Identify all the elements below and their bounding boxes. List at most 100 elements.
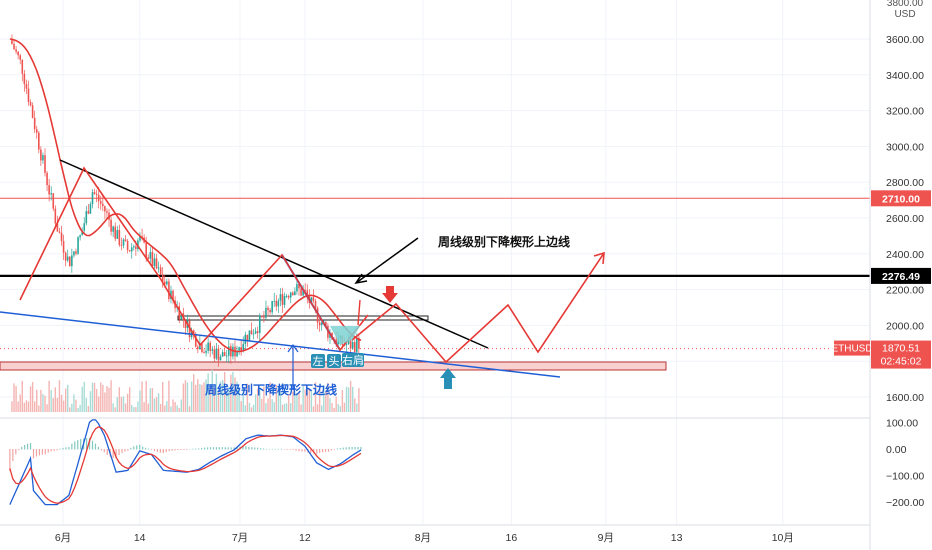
candle-body — [281, 294, 284, 305]
candle-body — [267, 307, 269, 311]
volume-bar — [29, 386, 32, 412]
macd-hist-bar — [322, 449, 324, 453]
volume-bar — [15, 386, 17, 412]
volume-bar — [263, 386, 265, 412]
candle-body — [275, 300, 278, 307]
time-tick-label: 6月 — [55, 532, 71, 544]
candle-body — [42, 155, 44, 161]
macd-histogram — [9, 437, 362, 472]
volume-bar — [217, 392, 220, 412]
macd-hist-bar — [195, 448, 197, 450]
volume-bar — [335, 396, 337, 412]
candle-body — [46, 172, 48, 186]
candle-body — [192, 330, 195, 335]
candle-body — [219, 356, 222, 361]
candle-body — [271, 301, 273, 313]
macd-hist-bar — [162, 449, 164, 454]
candle-body — [215, 348, 218, 359]
candle-body — [133, 246, 135, 248]
macd-hist-bar — [133, 446, 135, 450]
volume-bar — [304, 389, 306, 412]
down-arrow-icon — [382, 286, 398, 303]
candle-body — [318, 322, 321, 326]
volume-bar — [287, 394, 290, 412]
candle-body — [273, 300, 276, 302]
left-shoulder-text: 左 — [313, 355, 324, 368]
price-level-value: 2710.00 — [882, 193, 920, 205]
volume-bar — [36, 389, 38, 412]
volume-bar — [323, 385, 325, 412]
candle-body — [248, 330, 251, 341]
candle-body — [287, 295, 290, 298]
price-level-tag — [871, 190, 931, 207]
candle-body — [38, 132, 40, 150]
volume-bar — [124, 403, 127, 412]
price-tick-label: 2800.00 — [886, 177, 924, 189]
volume-bar — [50, 390, 52, 412]
oscillator-tick-label: 0.00 — [886, 444, 907, 456]
volume-bar — [192, 374, 195, 412]
volume-bar — [351, 386, 354, 412]
macd-hist-bar — [159, 449, 161, 453]
macd-hist-bar — [145, 447, 147, 450]
candle-body — [87, 211, 90, 214]
macd-hist-bar — [86, 438, 88, 450]
macd-hist-bar — [327, 449, 330, 452]
volume-bar — [42, 394, 44, 412]
macd-hist-bar — [209, 447, 212, 450]
macd-hist-bar — [47, 449, 49, 453]
macd-hist-bar — [147, 448, 150, 450]
volume-bar — [97, 396, 100, 412]
candle-body — [325, 321, 327, 326]
macd-hist-bar — [257, 447, 259, 450]
volume-bar — [296, 393, 298, 412]
macd-hist-bar — [74, 441, 76, 450]
macd-hist-bar — [103, 449, 105, 453]
up-arrow-icon — [440, 368, 456, 389]
volume-bar — [176, 405, 178, 412]
macd-hist-bar — [316, 449, 318, 454]
candle-body — [17, 51, 19, 56]
candle-body — [172, 290, 174, 301]
oscillator-axis: 100.00 0.00 −100.00 −200.00 — [886, 418, 924, 510]
volume-bar — [69, 407, 71, 412]
macd-hist-bar — [268, 448, 271, 450]
macd-hist-bar — [221, 447, 223, 450]
zigzag-history — [19, 166, 369, 352]
macd-hist-bar — [304, 449, 306, 452]
candle-body — [23, 73, 26, 85]
macd-hist-bar — [236, 446, 238, 450]
macd-hist-bar — [24, 444, 26, 450]
candle-body — [232, 346, 234, 357]
volume-bar — [228, 387, 230, 412]
right-shoulder-text: 右肩 — [342, 353, 364, 367]
volume-bar — [184, 380, 187, 412]
macd-hist-bar — [186, 449, 188, 450]
candle-body — [50, 193, 52, 195]
volume-bar — [64, 388, 67, 412]
candle-body — [163, 281, 166, 285]
candle-body — [157, 267, 160, 269]
volume-bar — [19, 394, 21, 412]
volume-bar — [143, 402, 145, 412]
volume-bar — [308, 388, 311, 412]
left-shoulder-tag — [311, 354, 325, 368]
candle-body — [68, 256, 71, 267]
volume-bar — [325, 390, 327, 412]
countdown-label: 02:45:02 — [881, 356, 922, 368]
volume-bar — [52, 397, 54, 412]
volume-bar — [131, 405, 133, 412]
candle-body — [31, 105, 34, 118]
candle-body — [168, 281, 170, 299]
volume-bar — [168, 380, 170, 412]
candle-body — [194, 334, 197, 347]
volume-bar — [31, 382, 34, 412]
volume-bar — [269, 382, 271, 412]
candle-body — [130, 247, 133, 252]
time-tick-label: 12 — [299, 532, 311, 544]
candle-body — [199, 343, 201, 350]
candle-body — [294, 291, 296, 295]
volume-bar — [337, 403, 339, 412]
candle-body — [184, 320, 187, 329]
